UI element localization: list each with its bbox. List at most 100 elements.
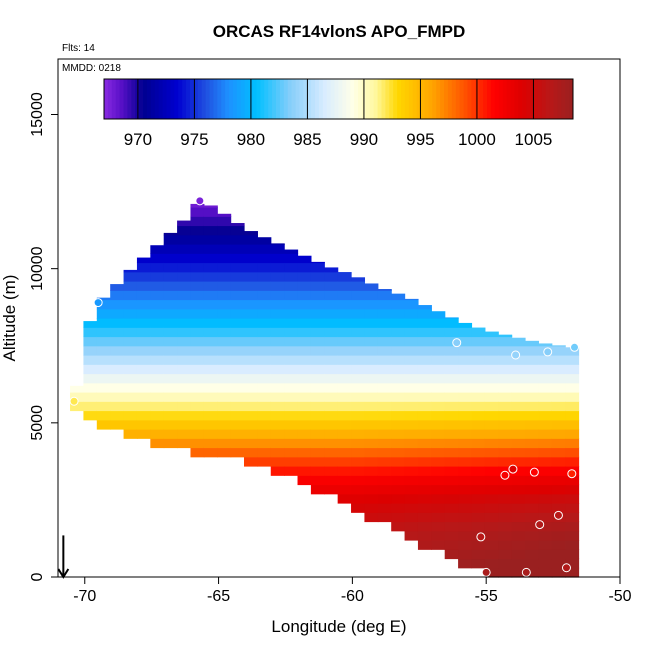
heatmap-cell (458, 512, 473, 523)
heatmap-cell (498, 392, 513, 402)
heatmap-cell (484, 373, 499, 384)
heatmap-cell (444, 512, 459, 523)
heatmap-cell (417, 438, 432, 449)
heatmap-cell (498, 475, 513, 486)
heatmap-cell (377, 355, 392, 365)
heatmap-cell (337, 281, 352, 291)
heatmap-cell (270, 364, 285, 375)
heatmap-cell (324, 447, 339, 458)
heatmap-cell (351, 484, 366, 495)
heatmap-cell (136, 318, 151, 328)
heatmap-cell (458, 540, 473, 550)
heatmap-cell (431, 466, 446, 476)
heatmap-cell (431, 355, 446, 365)
heatmap-cell (498, 345, 513, 356)
heatmap-cell (377, 364, 392, 375)
heatmap-cell (511, 345, 526, 356)
heatmap-cell (551, 410, 566, 421)
heatmap-cell (150, 382, 165, 393)
heatmap-cell (217, 216, 232, 227)
heatmap-cell (123, 373, 138, 384)
heatmap-cell (324, 308, 339, 319)
heatmap-cell (471, 429, 486, 439)
heatmap-cell (404, 429, 419, 439)
heatmap-cell (190, 327, 205, 338)
heatmap-cell (284, 290, 299, 301)
heatmap-cell (310, 382, 325, 393)
heatmap-cell (391, 318, 406, 328)
heatmap-cell (458, 322, 473, 328)
heatmap-cell (511, 530, 526, 541)
heatmap-cell (284, 336, 299, 347)
heatmap-cell (136, 364, 151, 375)
heatmap-cell (284, 419, 299, 430)
colorbar-segment (553, 79, 558, 119)
heatmap-cell (351, 327, 366, 338)
heatmap-cell (511, 355, 526, 365)
heatmap-cell (458, 456, 473, 467)
colorbar-segment (389, 79, 394, 119)
heatmap-cell (484, 336, 499, 347)
heatmap-cell (364, 410, 379, 421)
heatmap-cell (431, 456, 446, 467)
heatmap-cell (417, 355, 432, 365)
heatmap-cell (431, 512, 446, 523)
heatmap-cell (484, 475, 499, 486)
heatmap-cell (458, 438, 473, 449)
heatmap-cell (417, 345, 432, 356)
heatmap-cell (551, 345, 566, 356)
heatmap-cell (190, 318, 205, 328)
heatmap-cell (565, 484, 580, 495)
heatmap-cell (391, 355, 406, 365)
heatmap-cell (538, 364, 553, 375)
heatmap-cell (565, 447, 580, 458)
heatmap-cell (284, 299, 299, 310)
heatmap-cell (190, 410, 205, 421)
heatmap-cell (431, 382, 446, 393)
heatmap-cell (417, 401, 432, 412)
heatmap-cell (310, 318, 325, 328)
colorbar-segment (295, 79, 300, 119)
heatmap-cell (458, 493, 473, 504)
colorbar-segment (490, 79, 496, 119)
heatmap-cell (538, 401, 553, 412)
heatmap-cell (217, 438, 232, 449)
heatmap-cell (417, 419, 432, 430)
heatmap-cell (511, 521, 526, 532)
heatmap-cell (257, 373, 272, 384)
heatmap-cell (244, 244, 258, 254)
heatmap-cell (217, 225, 232, 236)
heatmap-cell (270, 447, 285, 458)
heatmap-cell (177, 281, 192, 291)
colorbar-segment (471, 79, 476, 119)
heatmap-cell (511, 475, 526, 486)
heatmap-cell (498, 334, 513, 338)
heatmap-cell (324, 345, 339, 356)
heatmap-cell (364, 503, 379, 513)
heatmap-cell (525, 521, 539, 532)
heatmap-cell (136, 382, 151, 393)
heatmap-cell (444, 364, 459, 375)
heatmap-cell (177, 382, 192, 393)
heatmap-cell (190, 253, 205, 264)
heatmap-cell (351, 456, 366, 467)
heatmap-cell (284, 456, 299, 467)
colorbar-segment (569, 79, 574, 119)
heatmap-cell (551, 447, 566, 458)
heatmap-cell (351, 373, 366, 384)
heatmap-cell (404, 336, 419, 347)
heatmap-cell (96, 392, 111, 402)
heatmap-cell (257, 438, 272, 449)
heatmap-cell (150, 253, 165, 264)
heatmap-cell (324, 373, 339, 384)
colorbar-segment (526, 79, 531, 119)
heatmap-cell (177, 253, 192, 264)
heatmap-cell (444, 355, 459, 365)
heatmap-cell (511, 392, 526, 402)
heatmap-cell (136, 392, 151, 402)
heatmap-cell (230, 244, 245, 254)
heatmap-cell (230, 223, 245, 227)
observation-point (508, 464, 518, 474)
heatmap-cell (270, 336, 285, 347)
heatmap-cell (163, 345, 178, 356)
